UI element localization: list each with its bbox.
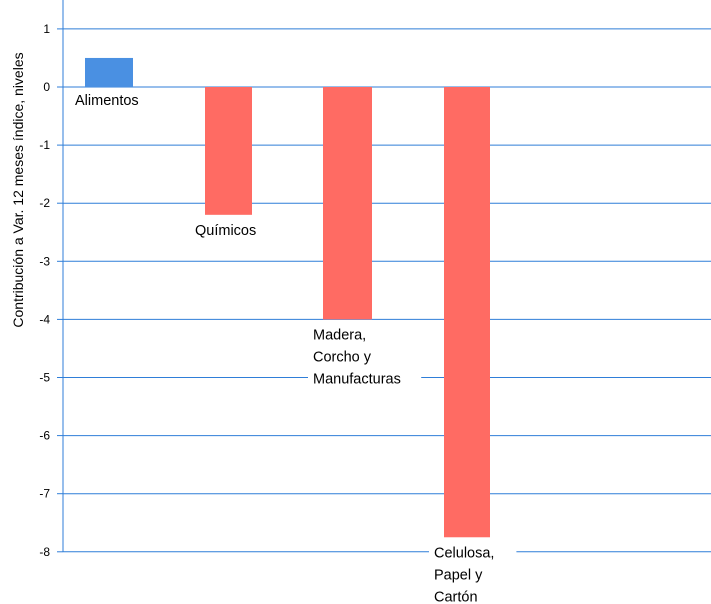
category-label-line: Manufacturas — [313, 371, 401, 387]
data-label-background — [190, 219, 269, 244]
category-label-line: Madera, — [313, 327, 366, 343]
y-tick-label: -7 — [39, 487, 50, 501]
y-tick-label: -3 — [39, 254, 50, 268]
category-label-line: Corcho y — [313, 349, 372, 365]
y-tick-label: -4 — [39, 312, 50, 326]
y-axis-title: Contribución a Var. 12 meses índice, niv… — [10, 52, 26, 327]
bar — [323, 87, 372, 320]
data-label-background — [70, 90, 158, 114]
data-label-background — [429, 542, 517, 604]
category-label: Celulosa, Papel y Cartón — [434, 545, 494, 604]
category-label-line: Químicos — [195, 223, 256, 239]
y-tick-label: -5 — [39, 371, 50, 385]
category-label-line: Alimentos — [75, 93, 139, 109]
y-tick-label: -2 — [39, 196, 50, 210]
category-label-line: Papel y — [434, 567, 483, 583]
y-tick-label: -6 — [39, 429, 50, 443]
y-tick-label: -8 — [39, 545, 50, 559]
bar — [205, 87, 252, 215]
y-tick-label: 1 — [43, 22, 50, 36]
data-label-background — [308, 324, 422, 393]
gridlines — [57, 28, 711, 553]
category-label-line: Celulosa, — [434, 545, 494, 561]
y-tick-labels: 1 0 -1 -2 -3 -4 -5 -6 -7 -8 — [39, 22, 50, 559]
bars — [85, 57, 490, 538]
y-tick-label: 0 — [43, 80, 50, 94]
bar — [444, 87, 490, 538]
category-label-line: Cartón — [434, 589, 478, 604]
category-label: Químicos — [195, 223, 256, 239]
category-label: Madera, Corcho y Manufacturas — [313, 327, 401, 387]
bar — [85, 57, 133, 87]
y-tick-label: -1 — [39, 138, 50, 152]
category-labels: Alimentos Químicos Madera, Corcho y Manufact… — [70, 90, 517, 604]
category-label: Alimentos — [75, 93, 139, 109]
